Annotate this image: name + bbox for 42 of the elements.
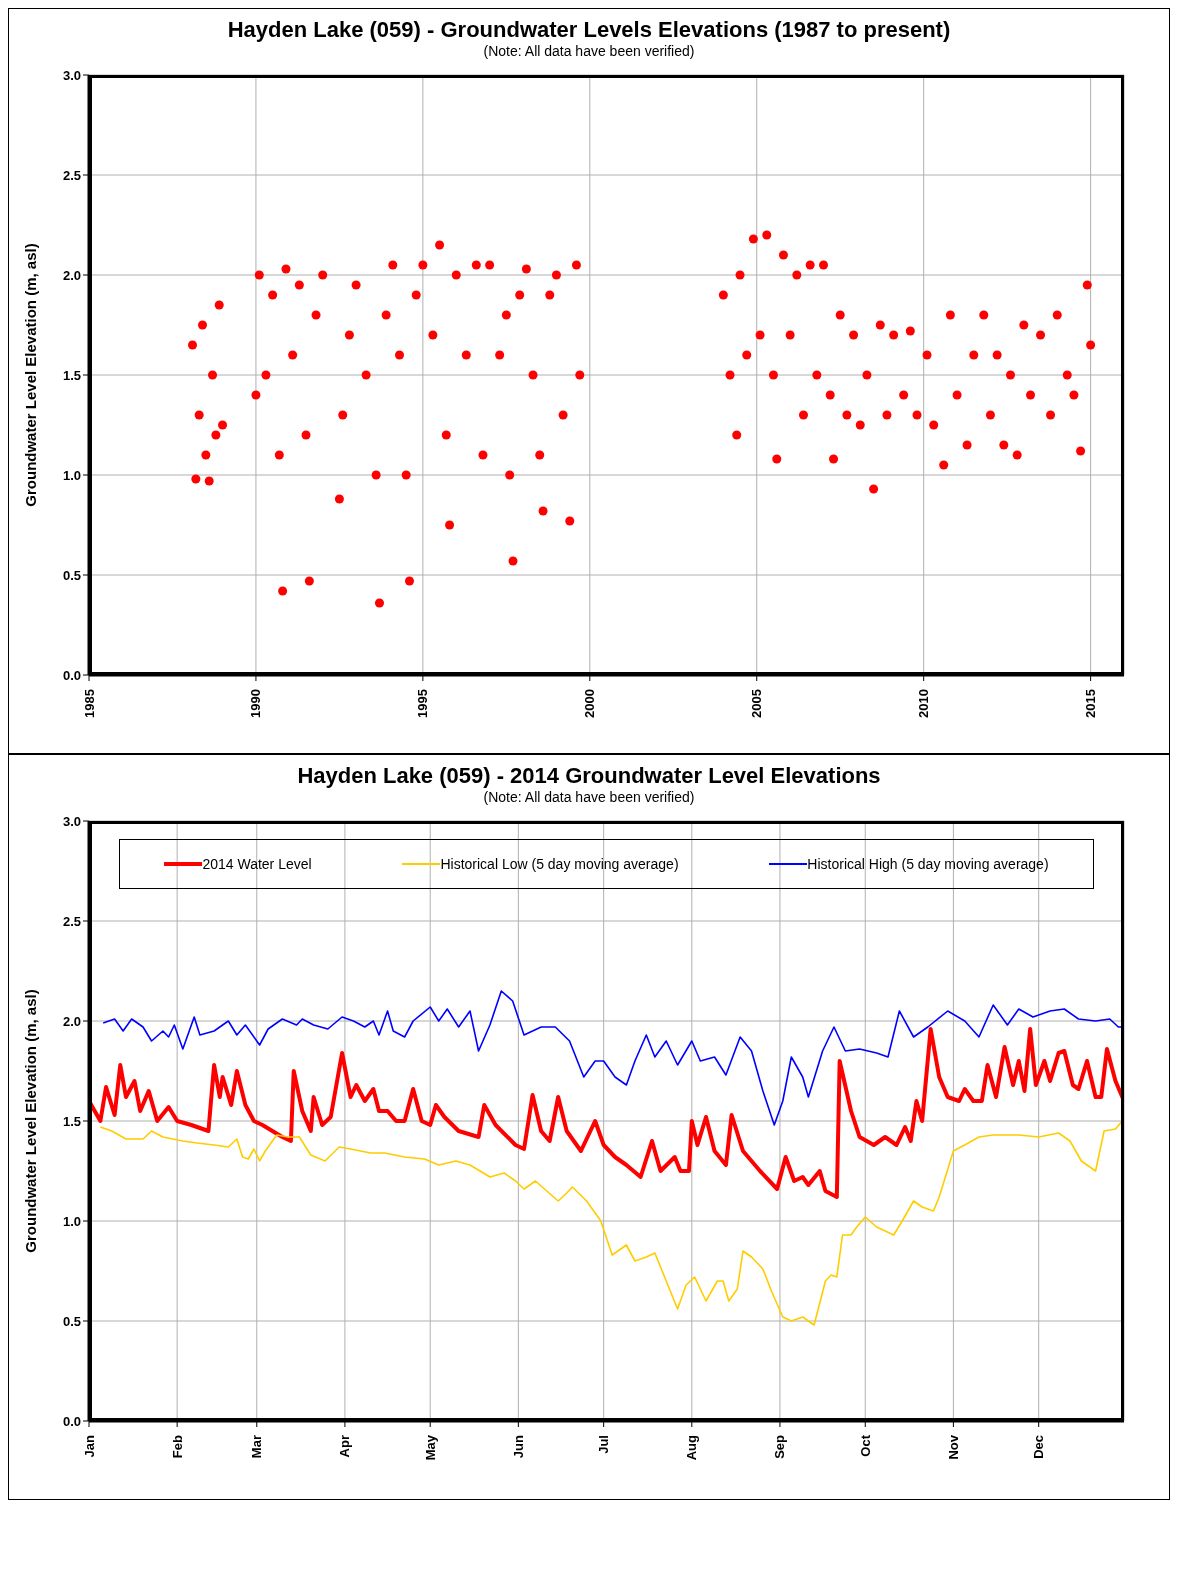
y-tick-label: 1.5 — [62, 367, 81, 383]
y-tick-label: 2.5 — [62, 913, 81, 929]
legend-label: Historical Low (5 day moving average) — [440, 856, 679, 872]
x-tick-label: 1995 — [415, 689, 431, 718]
y-tick-label: 3.0 — [62, 67, 81, 83]
x-tick-label: Jan — [81, 1434, 97, 1458]
x-tick-label: Mar — [249, 1435, 265, 1459]
y-tick-label: 0.5 — [62, 567, 81, 583]
y-tick-label: 2.5 — [62, 167, 81, 183]
y-tick-label: 1.5 — [62, 1113, 81, 1129]
x-tick-label: Oct — [857, 1434, 873, 1457]
y-tick-label: 0.0 — [62, 1413, 81, 1429]
chart-title: Hayden Lake (059) - 2014 Groundwater Level Elevations — [296, 763, 882, 789]
x-tick-label: May — [422, 1434, 438, 1461]
x-tick-label: 2015 — [1083, 689, 1099, 718]
x-tick-label: Apr — [337, 1435, 353, 1458]
x-tick-label: 2010 — [916, 689, 932, 718]
x-tick-label: Dec — [1031, 1435, 1047, 1459]
chart-title: Hayden Lake (059) - Groundwater Levels Elevations (1987 to present) — [226, 17, 952, 43]
x-tick-label: Jul — [596, 1435, 612, 1454]
y-tick-label: 0.5 — [62, 1313, 81, 1329]
y-tick-label: 2.0 — [62, 1013, 81, 1029]
y-tick-label: 1.0 — [62, 467, 81, 483]
x-tick-label: Aug — [684, 1434, 700, 1461]
x-tick-label: 2000 — [582, 689, 598, 718]
y-tick-label: 1.0 — [62, 1213, 81, 1229]
x-tick-label: 2005 — [749, 689, 765, 718]
chart-subtitle: (Note: All data have been verified) — [482, 789, 696, 805]
y-tick-label: 2.0 — [62, 267, 81, 283]
x-tick-label: Nov — [945, 1434, 961, 1460]
y-axis-title: Groundwater Level Elevation (m, asl) — [22, 989, 40, 1253]
x-tick-label: Jun — [510, 1434, 526, 1459]
legend-label: 2014 Water Level — [202, 856, 312, 872]
y-tick-label: 3.0 — [62, 813, 81, 829]
x-tick-label: 1985 — [81, 689, 97, 718]
y-tick-label: 0.0 — [62, 667, 81, 683]
x-tick-label: Sep — [772, 1434, 788, 1459]
x-tick-label: 1990 — [248, 689, 264, 718]
y-axis-title: Groundwater Level Elevation (m, asl) — [22, 243, 40, 507]
chart-subtitle: (Note: All data have been verified) — [482, 43, 696, 59]
x-tick-label: Feb — [169, 1434, 185, 1459]
legend-label: Historical High (5 day moving average) — [807, 856, 1049, 872]
